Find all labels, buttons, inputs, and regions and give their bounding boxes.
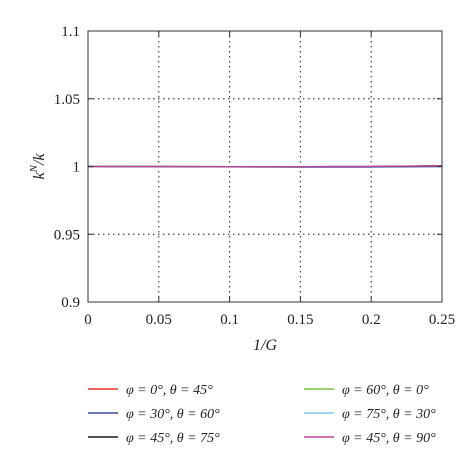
y-tick-label: 1.1: [61, 24, 80, 40]
y-tick-label: 0.9: [61, 295, 80, 311]
x-axis-label: 1/G: [253, 337, 277, 354]
legend-label: φ = 60°, θ = 0°: [342, 383, 429, 398]
y-axis-label: kN/k: [28, 153, 48, 180]
x-tick-label: 0.25: [429, 312, 455, 328]
x-tick-label: 0.05: [146, 312, 172, 328]
legend-label: φ = 30°, θ = 60°: [126, 407, 220, 422]
legend-label: φ = 45°, θ = 90°: [342, 431, 436, 446]
y-tick-label: 1.05: [54, 92, 80, 108]
x-axis-ticks: 0 0.05 0.1 0.15 0.2 0.25: [84, 31, 455, 328]
legend-label: φ = 0°, θ = 45°: [126, 383, 213, 398]
legend: φ = 0°, θ = 45° φ = 60°, θ = 0° φ = 30°, θ…: [88, 383, 436, 446]
legend-label: φ = 75°, θ = 30°: [342, 407, 436, 422]
y-axis-ticks: 0.9 0.95 1 1.05 1.1: [54, 24, 442, 311]
x-tick-label: 0.15: [287, 312, 313, 328]
series-line-5: [88, 165, 443, 168]
y-tick-label: 1: [73, 160, 81, 176]
x-tick-label: 0: [84, 312, 92, 328]
legend-label: φ = 45°, θ = 75°: [126, 431, 220, 446]
x-tick-label: 0.2: [362, 312, 381, 328]
y-tick-label: 0.95: [54, 227, 80, 243]
series-lines: [87, 165, 443, 168]
x-tick-label: 0.1: [220, 312, 239, 328]
